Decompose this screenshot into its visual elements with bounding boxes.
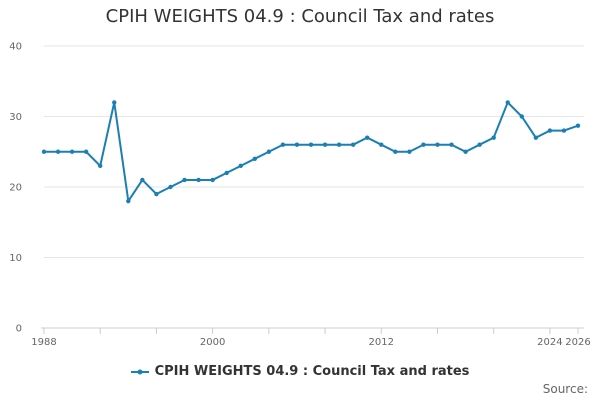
legend: CPIH WEIGHTS 04.9 : Council Tax and rate…: [0, 364, 600, 379]
x-tick-label: 2012: [369, 337, 394, 348]
y-tick-label: 40: [9, 42, 22, 53]
data-point: [336, 142, 342, 147]
data-point: [280, 142, 286, 147]
data-point: [519, 114, 524, 119]
data-point: [238, 163, 243, 169]
data-point: [322, 142, 328, 147]
data-point: [421, 142, 426, 147]
data-point: [41, 149, 47, 154]
data-point: [449, 142, 454, 147]
data-point: [112, 100, 117, 105]
data-point: [561, 128, 567, 133]
data-point: [547, 128, 553, 133]
y-tick-label: 10: [9, 253, 22, 264]
data-point: [224, 170, 229, 176]
data-point: [379, 142, 384, 147]
data-point: [575, 123, 581, 128]
legend-label: CPIH WEIGHTS 04.9 : Council Tax and rate…: [154, 364, 470, 379]
data-point: [126, 198, 131, 204]
data-point: [365, 135, 370, 140]
data-point: [505, 100, 510, 105]
data-point: [491, 135, 496, 140]
data-point: [294, 142, 300, 147]
data-point: [83, 149, 89, 154]
data-point: [463, 149, 468, 154]
data-point: [154, 191, 159, 197]
data-point: [98, 163, 103, 169]
data-point: [350, 142, 356, 147]
data-point: [435, 142, 440, 147]
x-tick-label: 2024: [537, 337, 562, 348]
x-axis: [41, 327, 584, 334]
y-tick-label: 0: [16, 324, 22, 335]
data-point: [477, 142, 482, 147]
series-line: [44, 100, 579, 204]
data-point: [196, 177, 201, 183]
y-tick-label: 30: [9, 112, 22, 123]
tick-labels: 0 10 20 30 40 1988 2000 2012 2024 2026: [9, 42, 590, 349]
legend-marker-icon: [130, 369, 149, 374]
data-point: [393, 149, 398, 154]
source-label: Source:: [542, 382, 588, 396]
data-point: [266, 149, 272, 154]
data-point: [252, 156, 257, 161]
x-tick-label: 1988: [31, 337, 56, 348]
data-point: [168, 184, 173, 190]
data-point: [407, 149, 412, 154]
y-tick-label: 20: [9, 183, 22, 194]
chart-title: CPIH WEIGHTS 04.9 : Council Tax and rate…: [105, 6, 495, 27]
data-point: [55, 149, 61, 154]
data-points: [41, 100, 581, 204]
grid-lines: [44, 45, 584, 329]
data-point: [210, 177, 215, 183]
data-point: [140, 177, 145, 183]
data-point: [182, 177, 187, 183]
data-point: [308, 142, 314, 147]
data-point: [533, 135, 539, 140]
x-tick-label: 2000: [200, 337, 225, 348]
data-point: [69, 149, 75, 154]
x-tick-label: 2026: [565, 337, 590, 348]
